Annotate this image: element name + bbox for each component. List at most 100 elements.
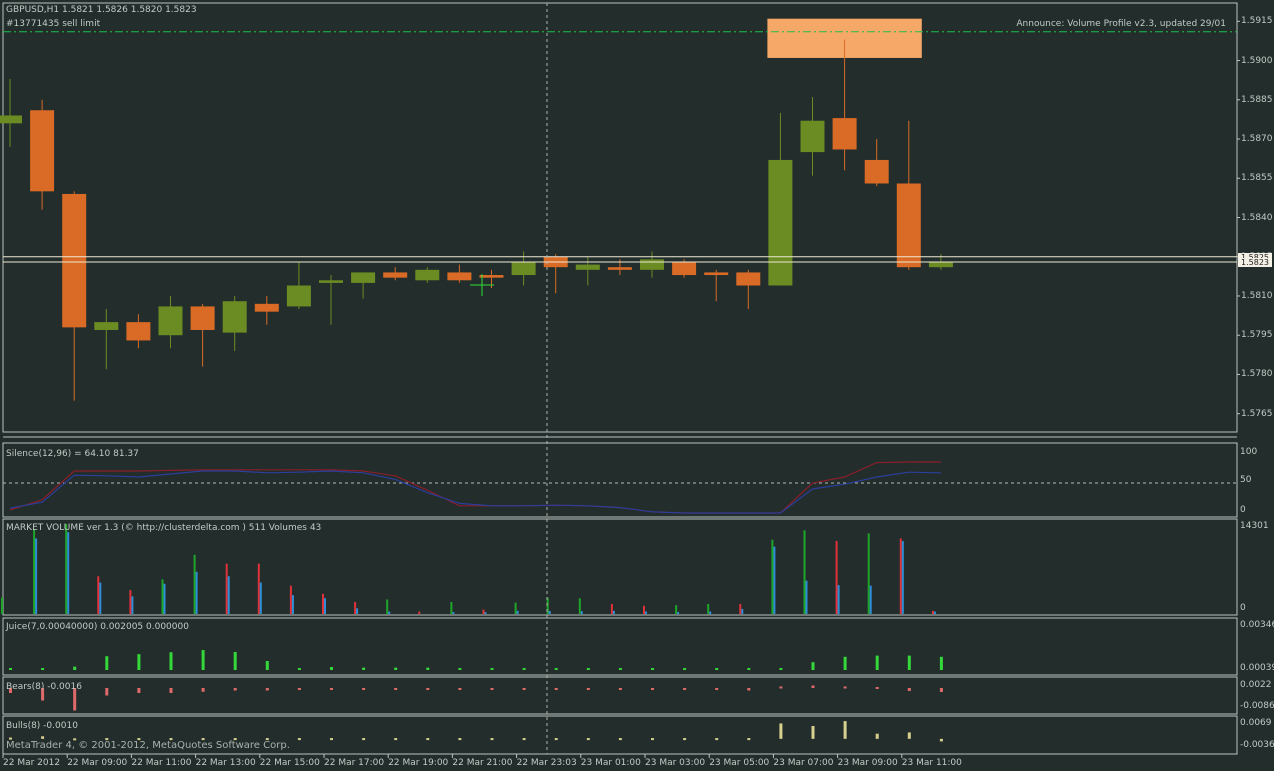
juice-axis-min: 0.00039 <box>1240 663 1274 673</box>
bulls-bar <box>811 726 815 739</box>
bulls-bar <box>907 732 911 739</box>
candle-body <box>607 267 632 270</box>
volume-blue-bar <box>291 595 294 614</box>
volume-green-bar <box>450 602 453 614</box>
time-axis-label: 23 Mar 01:00 <box>580 758 641 768</box>
candle-body <box>575 264 600 270</box>
bulls-bar <box>779 723 783 739</box>
time-axis-label: 23 Mar 07:00 <box>773 758 834 768</box>
bulls-bar <box>875 733 879 739</box>
horizontal-lines[interactable] <box>3 31 1237 263</box>
volume-blue-bar <box>901 540 904 614</box>
volume-red-bar <box>97 576 100 614</box>
volume-red-bar <box>418 611 421 614</box>
price-axis-label: 1.5900 <box>1241 55 1273 66</box>
candle-body <box>800 120 825 153</box>
candle-body <box>351 272 376 283</box>
candle-body <box>126 322 151 341</box>
bulls-bar <box>490 738 494 741</box>
bears-bar <box>618 688 622 690</box>
juice-bar <box>105 656 109 670</box>
price-axis-label: 1.5810 <box>1241 290 1273 301</box>
volume-blue-bar <box>773 546 776 614</box>
volume-blue-bar <box>67 532 70 614</box>
volume-green-bar <box>771 539 774 614</box>
bears-bar <box>297 688 301 690</box>
bulls-bar <box>715 738 719 741</box>
bulls-bar <box>939 738 943 742</box>
bears-bar <box>426 688 430 690</box>
juice-bar <box>426 667 430 670</box>
bulls-panel-frame <box>2 715 1238 755</box>
bears-bar <box>490 688 494 690</box>
bears-bar <box>394 688 398 690</box>
bulls-bar <box>105 738 109 741</box>
bears-bar <box>105 688 109 696</box>
volume-green-bar <box>675 605 678 614</box>
market-volume-bars <box>1 524 936 614</box>
bears-bar <box>265 688 269 691</box>
bulls-bar <box>169 738 173 741</box>
bulls-bars <box>9 721 943 742</box>
price-axis-label: 1.5780 <box>1241 369 1273 380</box>
candle-body <box>319 280 343 283</box>
volume-blue-bar <box>741 608 744 614</box>
volume-green-bar <box>1 597 3 614</box>
volume-panel-frame <box>2 518 1238 616</box>
bulls-bar <box>394 738 398 741</box>
time-axis-label: 23 Mar 05:00 <box>709 758 770 768</box>
symbol-info: GBPUSD,H1 1.5821 1.5826 1.5820 1.5823 <box>6 5 197 15</box>
candle-body <box>896 183 921 268</box>
volume-blue-bar <box>195 571 198 614</box>
volume-green-bar <box>514 602 517 614</box>
bears-bar <box>907 688 911 691</box>
bears-bar <box>169 688 173 693</box>
bears-bar <box>362 688 366 690</box>
juice-bar <box>490 668 494 670</box>
juice-bar <box>9 668 12 670</box>
juice-bar <box>362 667 366 670</box>
candle-body <box>254 303 279 312</box>
bears-bar <box>683 688 687 690</box>
price-axis-label: 1.5765 <box>1241 408 1273 419</box>
juice-indicator-label: Juice(7,0.00040000) 0.002005 0.000000 <box>6 622 189 632</box>
juice-bars <box>9 650 943 670</box>
candle-body <box>286 285 311 307</box>
volume-blue-bar <box>580 611 583 614</box>
copyright-footer: MetaTrader 4, © 2001-2012, MetaQuotes So… <box>6 740 290 751</box>
bulls-bar <box>330 738 333 741</box>
bears-bar <box>330 688 333 690</box>
time-axis-label: 22 Mar 2012 <box>3 758 61 768</box>
volume-green-bar <box>707 603 710 614</box>
bulls-bar <box>297 738 301 741</box>
bears-bar <box>586 688 590 690</box>
bears-bar <box>9 688 12 693</box>
juice-bar <box>41 668 45 670</box>
bulls-bar <box>458 738 462 741</box>
volume-red-bar <box>354 602 357 614</box>
bears-axis-max: 0.0022 <box>1240 680 1272 690</box>
volume-red-bar <box>899 538 902 614</box>
bears-bar <box>201 688 205 692</box>
volume-axis-zero: 0 <box>1240 603 1246 613</box>
silence-indicator-label: Silence(12,96) = 64.10 81.37 <box>6 449 139 459</box>
juice-panel-frame <box>2 617 1238 676</box>
time-axis-label: 22 Mar 11:00 <box>131 758 192 768</box>
volume-blue-bar <box>516 610 519 614</box>
volume-blue-bar <box>837 585 840 614</box>
time-axis-label: 22 Mar 15:00 <box>259 758 320 768</box>
candle-body <box>672 261 697 276</box>
juice-bar <box>522 668 526 670</box>
candle-body <box>768 159 793 286</box>
juice-bar <box>843 656 847 670</box>
bears-bar <box>41 688 45 701</box>
juice-bar <box>297 668 301 670</box>
bears-bar <box>137 688 141 693</box>
volume-green-bar <box>65 524 68 614</box>
bulls-indicator-label: Bulls(8) -0.0010 <box>6 721 78 731</box>
silence-line-1 <box>9 461 941 514</box>
time-axis-label: 22 Mar 19:00 <box>388 758 449 768</box>
candle-body <box>94 322 119 330</box>
juice-axis-max: 0.00346 <box>1240 620 1274 630</box>
